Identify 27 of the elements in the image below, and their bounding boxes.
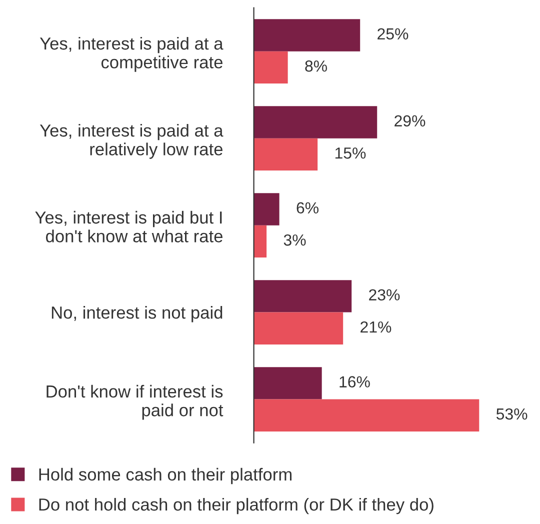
y-tick-label: Yes, interest is paid but I don't know at what rate	[35, 210, 222, 242]
data-label: 25%	[378, 28, 408, 40]
bar	[254, 367, 322, 400]
bar	[254, 19, 360, 52]
y-tick-label: Yes, interest is paid at a competitive rate	[40, 36, 224, 72]
data-label: 3%	[284, 234, 306, 246]
bar	[254, 280, 352, 312]
legend-label: Hold some cash on their platform	[39, 468, 292, 484]
bar	[254, 225, 267, 258]
y-tick-label: Don't know if interest is paid or not	[46, 384, 224, 420]
data-label: 6%	[296, 202, 318, 214]
data-label: 23%	[369, 289, 400, 300]
bar	[254, 399, 480, 432]
data-label: 53%	[496, 408, 528, 420]
data-label: 21%	[360, 321, 392, 333]
y-tick-label: Yes, interest is paid at a relatively low rate	[40, 124, 224, 159]
y-tick-label: No, interest is not paid	[52, 306, 222, 322]
data-label: 29%	[394, 115, 426, 127]
bar	[254, 138, 318, 171]
data-label: 8%	[305, 60, 327, 72]
bar	[254, 51, 288, 84]
legend-label: Do not hold cash on their platform (or DK if they do)	[39, 498, 434, 514]
bar	[254, 106, 378, 138]
data-label: 16%	[340, 376, 370, 388]
data-label: 15%	[335, 147, 366, 159]
bar	[254, 312, 344, 344]
bar	[254, 193, 280, 226]
